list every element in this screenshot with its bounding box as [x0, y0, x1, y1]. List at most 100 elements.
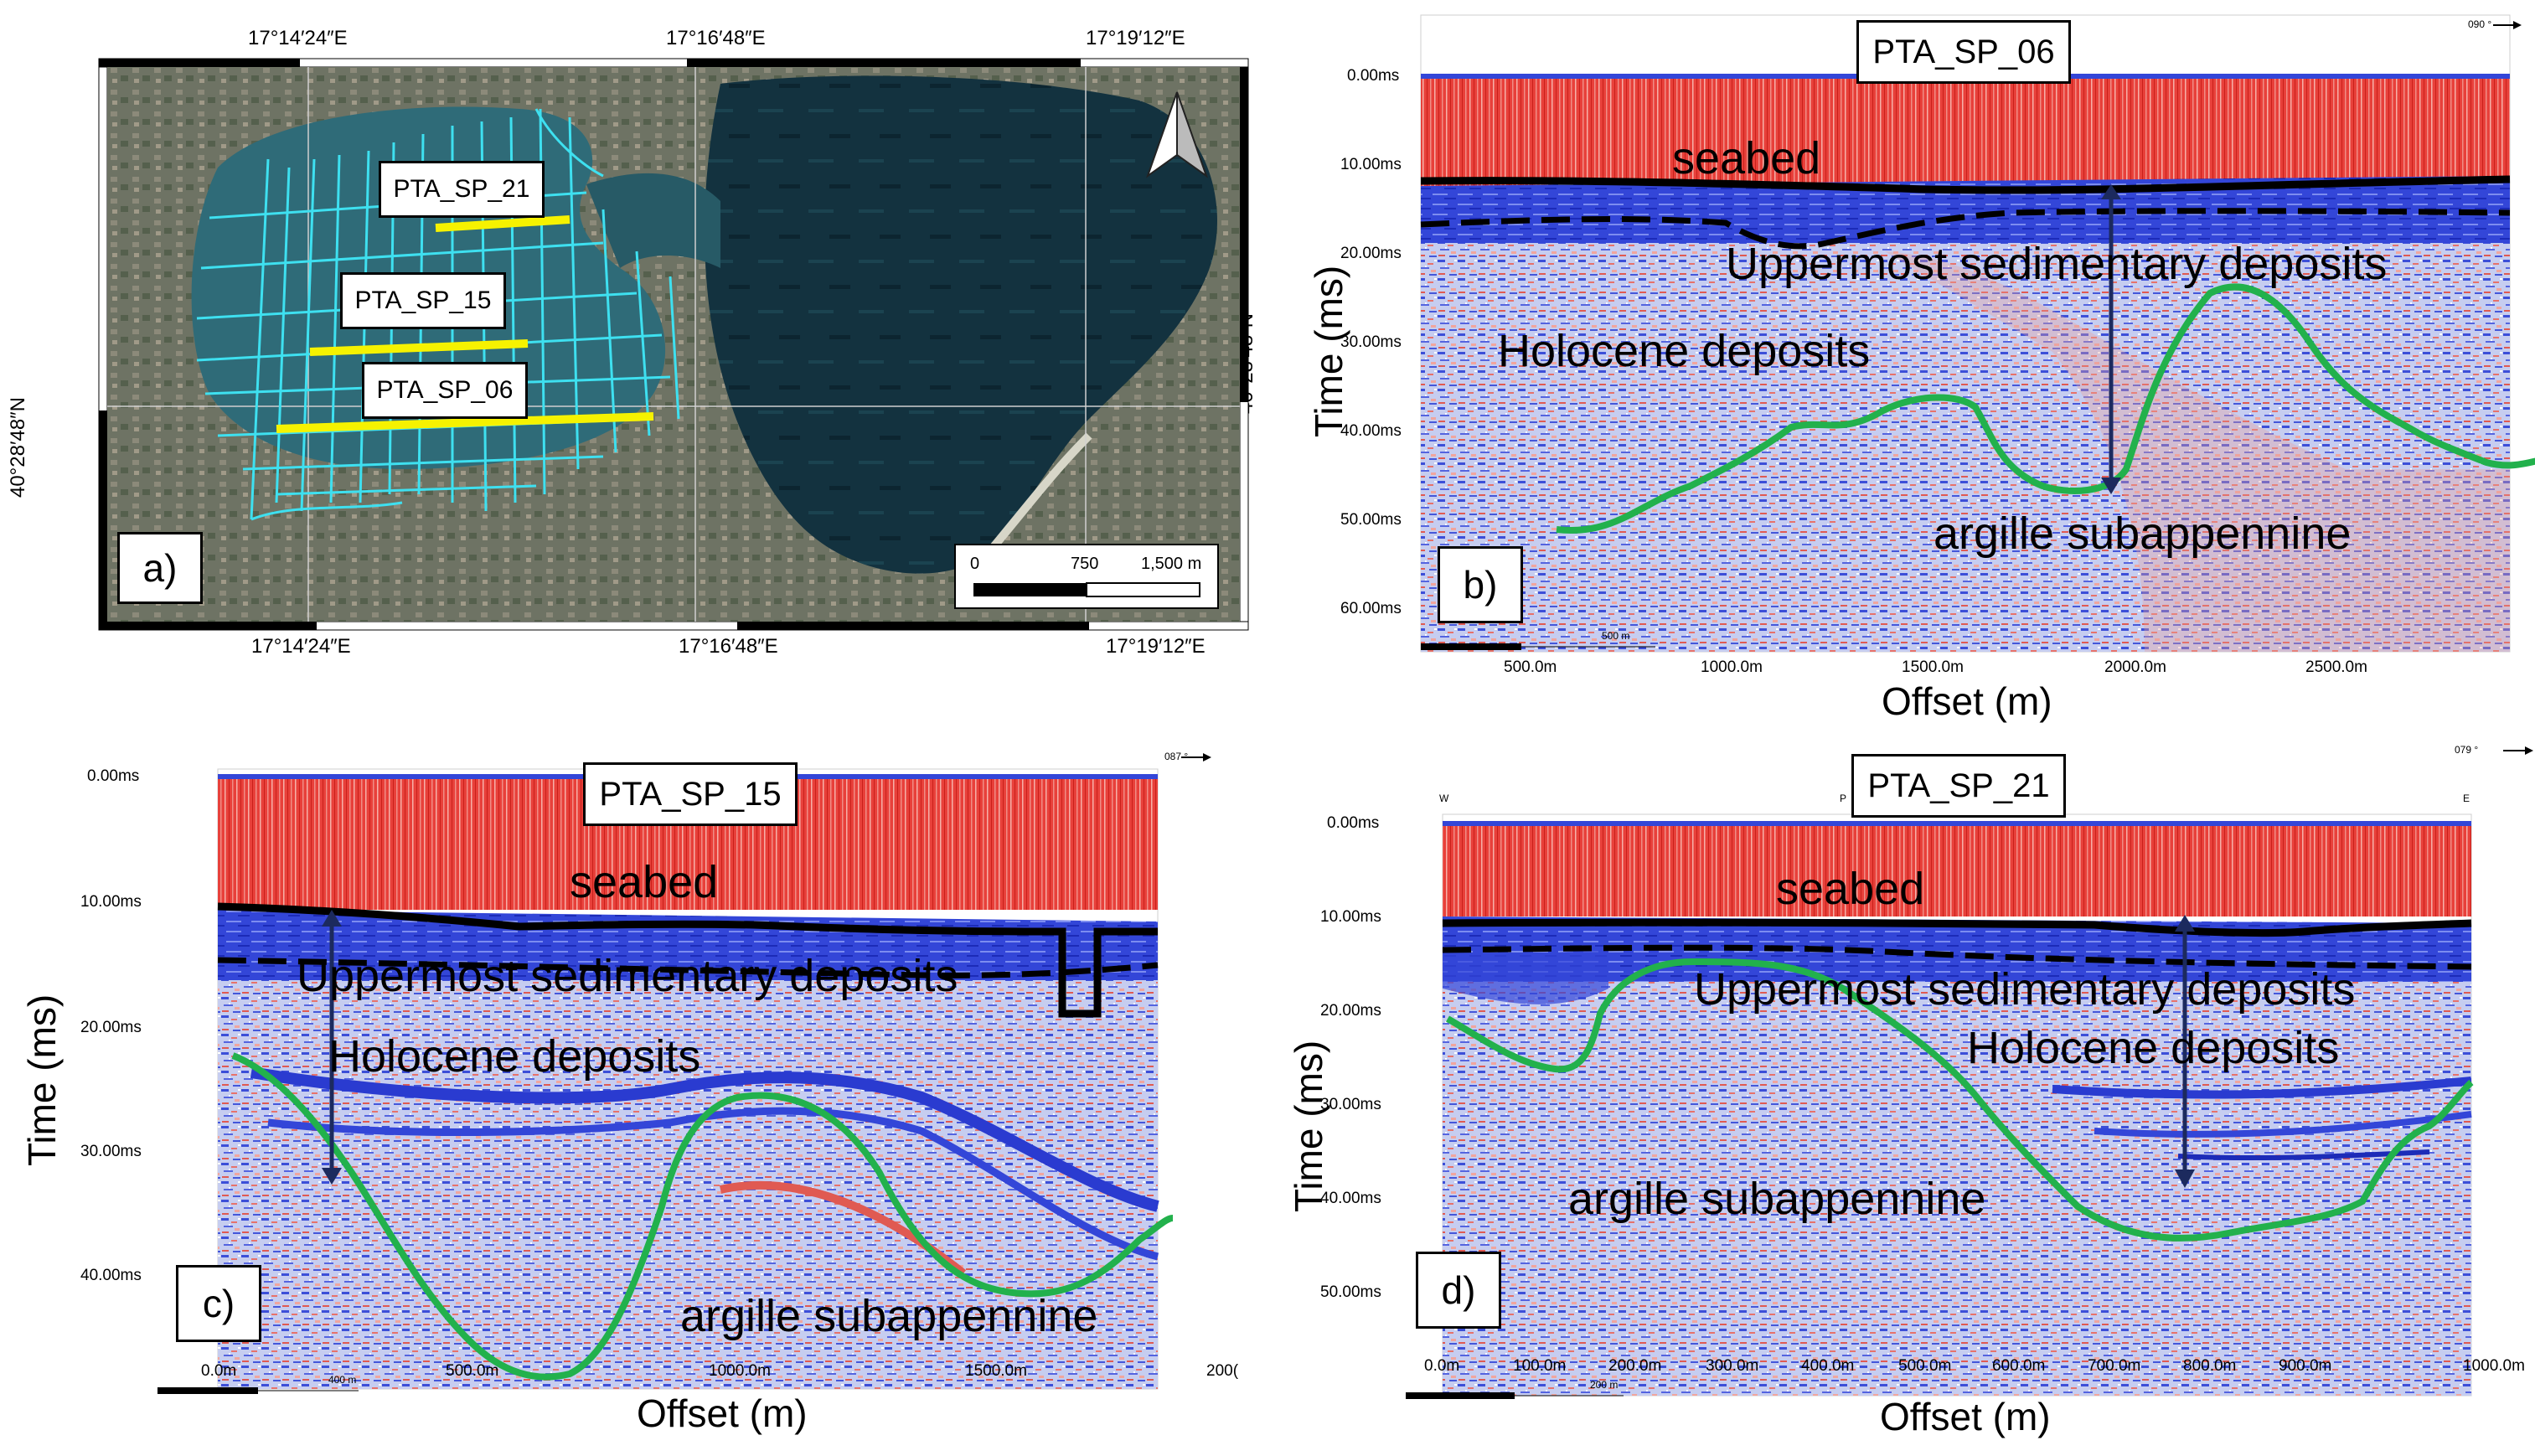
profile-d-svg	[1406, 746, 2533, 1399]
map-svg	[98, 58, 1249, 631]
map-top-coord-3: 17°19′12″E	[1086, 27, 1185, 49]
d-title: PTA_SP_21	[1851, 754, 2066, 818]
profile-b-svg	[1420, 14, 2535, 653]
d-dir-w: W	[1439, 793, 1449, 804]
b-xlabel: Offset (m)	[1882, 679, 2052, 723]
d-xtick-1: 100.0m	[1513, 1357, 1567, 1375]
profile-line-06	[276, 412, 654, 433]
map-label-sp21: PTA_SP_21	[379, 161, 545, 218]
d-xtick-6: 600.0m	[1992, 1357, 2046, 1375]
map-label-sp15: PTA_SP_15	[340, 272, 506, 329]
c-xlabel: Offset (m)	[637, 1391, 808, 1435]
c-ylabel: Time (ms)	[20, 994, 64, 1166]
map-bottom-coord-2: 17°16′48″E	[679, 635, 778, 658]
d-xlabel: Offset (m)	[1880, 1395, 2051, 1438]
d-ytick-2: 20.00ms	[1320, 1002, 1381, 1020]
panel-letter-b-text: b)	[1463, 563, 1498, 607]
panel-b-profile: 0.00ms 10.00ms 20.00ms 30.00ms 40.00ms 5…	[1257, 0, 2535, 729]
panel-letter-a-text: a)	[142, 546, 178, 590]
c-ytick-3: 30.00ms	[80, 1143, 142, 1160]
c-xtick-0: 0.0m	[201, 1362, 237, 1380]
c-annot-holocene: Holocene deposits	[328, 1031, 701, 1082]
d-title-text: PTA_SP_21	[1867, 767, 2050, 804]
b-xtick-2: 1500.0m	[1902, 658, 1964, 676]
map-top-coord-1: 17°14′24″E	[248, 27, 348, 49]
d-annot-argille: argille subappennine	[1568, 1174, 1986, 1224]
b-annot-holocene: Holocene deposits	[1498, 326, 1871, 376]
d-xtick-0: 0.0m	[1424, 1357, 1460, 1375]
d-scale-bar: 200 m	[1590, 1379, 1619, 1391]
panel-letter-d-text: d)	[1441, 1268, 1476, 1312]
b-xtick-0: 500.0m	[1504, 658, 1557, 676]
map-scale-750: 750	[1071, 555, 1099, 573]
d-annot-uppermost: Uppermost sedimentary deposits	[1694, 964, 2356, 1015]
c-xtick-3: 1500.0m	[965, 1362, 1027, 1380]
panel-letter-d: d)	[1416, 1252, 1501, 1329]
b-ytick-3: 30.00ms	[1340, 333, 1402, 351]
b-annot-seabed: seabed	[1672, 133, 1821, 183]
d-xtick-9: 900.0m	[2279, 1357, 2332, 1375]
b-ytick-5: 50.00ms	[1340, 511, 1402, 529]
b-ytick-2: 20.00ms	[1340, 245, 1402, 262]
panel-c-profile: 0.00ms 10.00ms 20.00ms 30.00ms 40.00ms 0…	[0, 737, 1257, 1456]
panel-letter-b: b)	[1438, 546, 1523, 623]
map-label-sp15-text: PTA_SP_15	[354, 287, 492, 314]
map-scale-1500: 1,500 m	[1141, 555, 1202, 573]
c-annot-uppermost: Uppermost sedimentary deposits	[297, 951, 958, 1001]
c-xtick-4: 200(	[1206, 1362, 1239, 1380]
b-xtick-1: 1000.0m	[1701, 658, 1763, 676]
b-xtick-4: 2500.0m	[2305, 658, 2367, 676]
c-ytick-2: 20.00ms	[80, 1019, 142, 1036]
map-label-sp06-text: PTA_SP_06	[376, 376, 514, 404]
map-bottom-coord-3: 17°19′12″E	[1106, 635, 1206, 658]
d-annot-seabed: seabed	[1776, 864, 1925, 914]
c-heading: 087 °	[1164, 751, 1189, 762]
d-ylabel: Time (ms)	[1287, 1040, 1330, 1212]
panel-letter-c: c)	[176, 1265, 261, 1342]
panel-letter-a: a)	[117, 532, 203, 604]
profile-line-21	[435, 215, 571, 232]
d-xtick-7: 700.0m	[2088, 1357, 2141, 1375]
map-bottom-coord-1: 17°14′24″E	[251, 635, 351, 658]
d-annot-holocene: Holocene deposits	[1967, 1023, 2340, 1073]
c-annot-argille: argille subappennine	[680, 1291, 1098, 1341]
b-heading: 090 °	[2468, 18, 2492, 30]
d-heading: 079 °	[2455, 744, 2479, 756]
c-xtick-1: 500.0m	[446, 1362, 499, 1380]
b-ylabel: Time (ms)	[1307, 265, 1350, 437]
b-title: PTA_SP_06	[1856, 20, 2071, 84]
north-arrow-icon	[1146, 91, 1208, 178]
d-ytick-1: 10.00ms	[1320, 908, 1381, 926]
b-annot-uppermost: Uppermost sedimentary deposits	[1726, 239, 2388, 289]
c-annot-seabed: seabed	[570, 857, 719, 907]
d-xtick-4: 400.0m	[1801, 1357, 1855, 1375]
b-title-text: PTA_SP_06	[1872, 33, 2055, 70]
b-ytick-0: 0.00ms	[1347, 67, 1400, 85]
d-dir-e: E	[2463, 793, 2470, 804]
c-scale-bar: 400 m	[328, 1374, 357, 1386]
d-xtick-5: 500.0m	[1898, 1357, 1952, 1375]
profile-c-svg	[157, 753, 1211, 1394]
b-ytick-1: 10.00ms	[1340, 156, 1402, 173]
panel-a-map: 17°14′24″E 17°16′48″E 17°19′12″E 17°14′2…	[0, 0, 1257, 670]
b-scale-bar: 500 m	[1602, 630, 1630, 642]
profile-line-15	[309, 339, 529, 356]
panel-d-profile: W P E 0.00ms 10.00ms 20.00ms 30.00ms 40.…	[1257, 737, 2535, 1456]
d-xtick-8: 800.0m	[2183, 1357, 2237, 1375]
c-title-text: PTA_SP_15	[599, 775, 782, 813]
c-title: PTA_SP_15	[583, 762, 798, 826]
map-label-sp06: PTA_SP_06	[362, 362, 528, 419]
d-ytick-4: 40.00ms	[1320, 1190, 1381, 1207]
b-ytick-6: 60.00ms	[1340, 600, 1402, 617]
c-ytick-1: 10.00ms	[80, 893, 142, 911]
d-xtick-10: 1000.0m	[2463, 1357, 2525, 1375]
d-ytick-5: 50.00ms	[1320, 1283, 1381, 1301]
panel-letter-c-text: c)	[202, 1282, 235, 1325]
b-xtick-3: 2000.0m	[2104, 658, 2166, 676]
b-annot-argille: argille subappennine	[1934, 509, 2352, 559]
c-ytick-4: 40.00ms	[80, 1267, 142, 1284]
c-xtick-2: 1000.0m	[709, 1362, 771, 1380]
d-ytick-0: 0.00ms	[1327, 814, 1380, 832]
map-scale-0: 0	[970, 555, 980, 573]
d-dir-p: P	[1840, 793, 1847, 804]
